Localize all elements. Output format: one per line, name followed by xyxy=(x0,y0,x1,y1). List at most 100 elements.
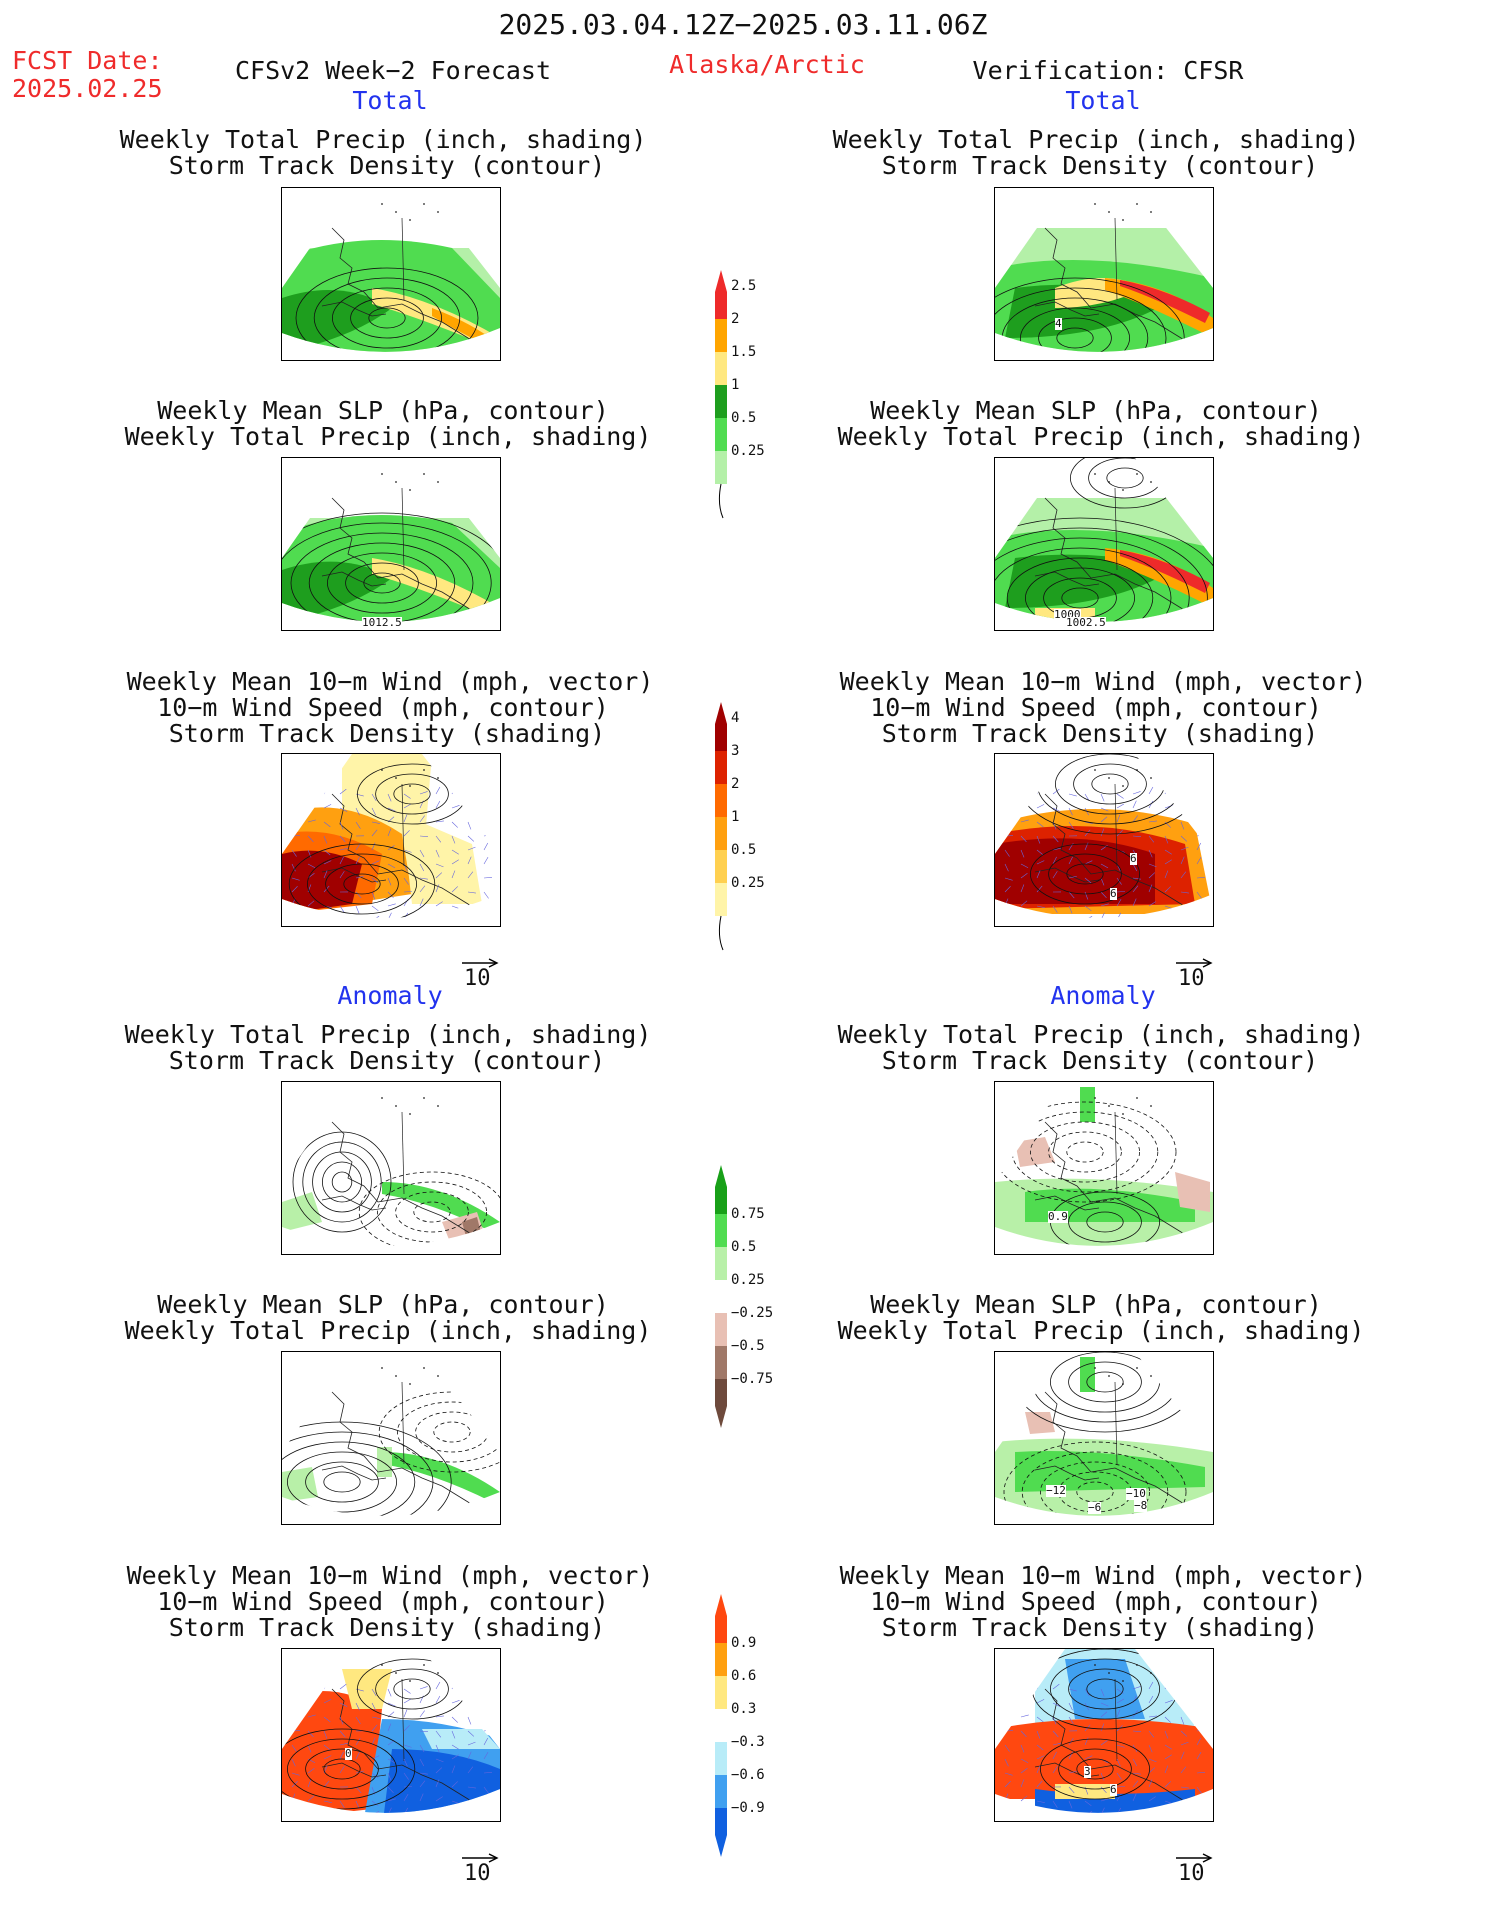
wind-vector xyxy=(1021,1815,1028,1818)
wind-vector xyxy=(1020,1695,1025,1704)
graticule-dot xyxy=(1164,1383,1166,1385)
graticule-dot xyxy=(423,1664,425,1666)
wind-vector xyxy=(1036,849,1044,856)
section-anomaly-right: Anomaly xyxy=(1050,981,1156,1010)
colorbar-swatch xyxy=(715,1165,727,1214)
wind-vector xyxy=(323,1699,332,1704)
wind-vector xyxy=(1036,885,1043,893)
contour-label: 1002.5 xyxy=(1066,616,1106,629)
graticule-dot xyxy=(451,489,453,491)
contour-line xyxy=(323,1758,361,1780)
wind-vector xyxy=(1196,1702,1201,1711)
wind-vector xyxy=(387,1798,396,1802)
wind-vector xyxy=(387,1786,394,1794)
wind-vector xyxy=(1116,1698,1125,1704)
contour-line xyxy=(1034,1465,1100,1481)
contour-line xyxy=(343,873,381,895)
wind-vector xyxy=(355,1738,361,1746)
graticule-dot xyxy=(1150,481,1152,483)
wind-vector xyxy=(1100,1786,1107,1794)
colorbar-tick-label: −0.5 xyxy=(731,1338,765,1354)
wind-vector xyxy=(483,821,490,829)
map-svg xyxy=(282,473,500,622)
wind-vector xyxy=(1164,1781,1171,1788)
colorbar-swatch xyxy=(715,784,727,817)
graticule-dot xyxy=(1192,1105,1194,1107)
shaded-region xyxy=(342,1669,392,1709)
wind-vector xyxy=(435,901,443,907)
contour-line xyxy=(292,1131,392,1233)
map-ver-wind-total xyxy=(994,753,1214,927)
wind-vector xyxy=(339,1800,345,1808)
graticule-dot xyxy=(1094,769,1096,771)
colorbar-swatch xyxy=(715,1643,727,1676)
graticule-dot xyxy=(1192,1672,1194,1674)
graticule-dot xyxy=(479,1105,481,1107)
wind-vector xyxy=(484,1815,492,1818)
wind-vector xyxy=(355,905,360,914)
map-svg xyxy=(995,1082,1213,1246)
contour-line xyxy=(313,277,461,352)
contour-line xyxy=(995,537,1190,622)
wind-vector xyxy=(483,1786,489,1794)
colorbar-swatch xyxy=(715,1808,727,1857)
contour-label: −8 xyxy=(1134,1499,1148,1512)
panel-title-line: 10−m Wind Speed (mph, contour) xyxy=(157,693,609,722)
wind-vector xyxy=(1132,1758,1138,1767)
graticule-dot xyxy=(1122,489,1124,491)
colorbar-tick-label: −0.6 xyxy=(731,1767,765,1783)
contour-line xyxy=(1048,1131,1122,1173)
wind-vector xyxy=(1052,835,1059,843)
shaded-region xyxy=(1105,278,1213,338)
contour-line xyxy=(401,487,405,571)
wind-vector xyxy=(307,1714,316,1718)
wind-vector xyxy=(1116,1772,1122,1780)
wind-vector xyxy=(1020,849,1025,858)
wind-vector xyxy=(371,1688,377,1696)
wind-vector xyxy=(483,793,492,798)
wind-vector xyxy=(1116,1758,1121,1767)
wind-vector xyxy=(467,871,474,879)
colorbar-precip: 0.25 0.5 1 1.5 2 2.5 xyxy=(715,268,805,552)
map-svg xyxy=(995,203,1213,352)
wind-vector xyxy=(387,863,396,869)
wind-vector xyxy=(1180,846,1189,851)
contour-line xyxy=(995,277,1185,352)
contour-line xyxy=(393,1678,431,1700)
colorbar-swatch xyxy=(715,1742,727,1775)
panel-title-line: Weekly Mean SLP (hPa, contour) xyxy=(870,1290,1322,1319)
wind-vector xyxy=(403,803,412,809)
wind-vector xyxy=(1068,793,1077,797)
wind-vector xyxy=(1004,1781,1011,1788)
graticule-dot xyxy=(409,1680,411,1682)
wind-vector xyxy=(371,877,379,884)
wind-vector xyxy=(387,1772,392,1781)
graticule-dot xyxy=(423,203,425,205)
contour-line xyxy=(1030,843,1140,905)
wind-vector xyxy=(1180,835,1188,842)
graticule-dot xyxy=(381,769,383,771)
wind-vector xyxy=(291,1710,297,1718)
contour-line xyxy=(1006,557,1154,622)
map-fcst-slp-anom xyxy=(281,1351,501,1525)
wind-vector xyxy=(387,845,395,851)
wind-vector xyxy=(1052,807,1061,812)
wind-vector xyxy=(435,800,441,809)
contour-label: 6 xyxy=(1110,1783,1117,1796)
wind-vector xyxy=(435,786,441,795)
wind-vector xyxy=(323,1716,331,1723)
contour-line xyxy=(1025,567,1135,622)
graticule-dot xyxy=(381,1367,383,1369)
wind-vector xyxy=(435,1779,440,1788)
wind-vector xyxy=(323,1780,330,1788)
graticule-dot xyxy=(1150,211,1152,213)
wind-vector xyxy=(1036,1699,1045,1704)
graticule-dot xyxy=(1150,777,1152,779)
graticule-dot xyxy=(423,769,425,771)
wind-vector xyxy=(339,1751,344,1760)
colorbar-tick-label: 0.25 xyxy=(731,443,765,459)
wind-vector xyxy=(308,920,315,923)
colorbar-tail xyxy=(718,483,724,519)
wind-vector xyxy=(1068,1786,1075,1794)
wind-vector xyxy=(1020,1682,1026,1690)
